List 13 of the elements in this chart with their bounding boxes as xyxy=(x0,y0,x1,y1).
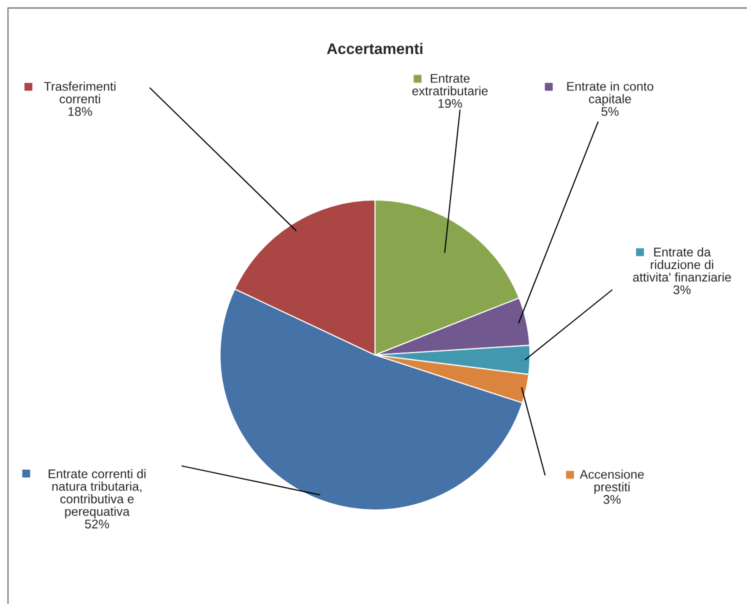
data-label: 18% xyxy=(68,107,92,116)
legend-label: Accensione prestiti xyxy=(580,470,644,494)
legend-label: Trasferimenti correnti xyxy=(44,82,116,104)
data-label: 19% xyxy=(438,99,462,108)
chart-title: Accertamenti xyxy=(326,42,422,54)
data-label: 3% xyxy=(603,495,621,504)
legend-label: Entrate extratributarie xyxy=(412,74,488,96)
data-label: 52% xyxy=(84,520,110,528)
legend-label: Entrate correnti di natura tributaria, contributiva e perequativa xyxy=(48,469,146,518)
legend-label: Entrate da riduzione di attivita' finanziarie xyxy=(633,247,731,282)
legend-label: Entrate in conto capitale xyxy=(567,82,654,106)
data-label: 5% xyxy=(601,107,619,116)
data-label: 3% xyxy=(673,285,691,294)
